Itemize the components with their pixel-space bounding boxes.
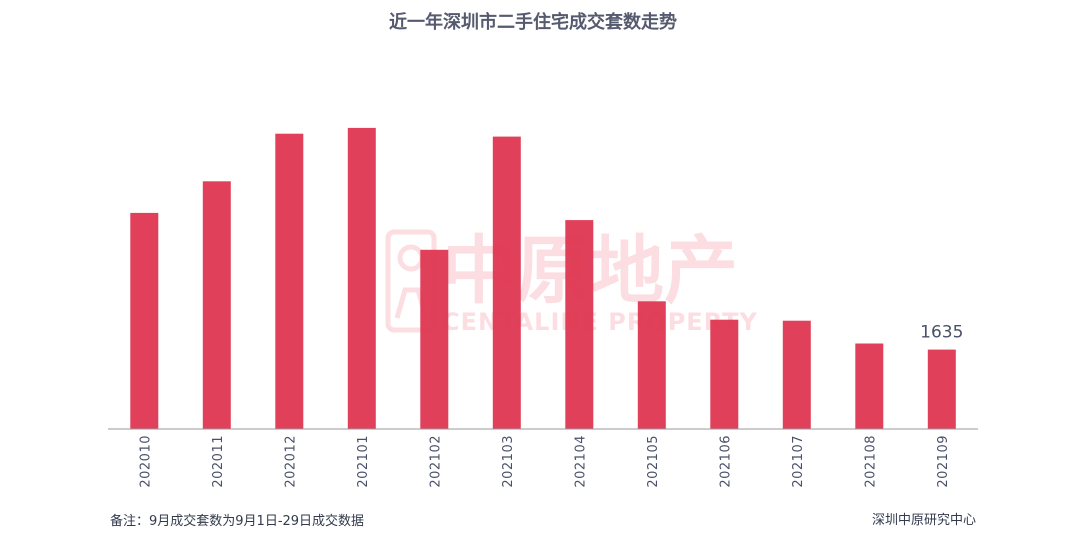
x-tick-label-202010: 202010 <box>138 435 153 488</box>
x-tick-label-202012: 202012 <box>283 435 298 488</box>
data-label-202109: 1635 <box>920 323 963 343</box>
bar-202105 <box>637 301 666 429</box>
bars-group <box>130 127 956 430</box>
footnote: 备注：9月成交套数为9月1日-29日成交数据 <box>110 513 364 529</box>
watermark-chinese: 中原地产 <box>442 228 738 314</box>
x-tick-label-202011: 202011 <box>211 435 226 488</box>
chart-title: 近一年深圳市二手住宅成交套数走势 <box>389 11 677 33</box>
x-tick-label-202107: 202107 <box>791 435 806 488</box>
x-tick-label-202101: 202101 <box>356 435 371 488</box>
data-labels: 1635 <box>920 323 963 343</box>
x-tick-label-202105: 202105 <box>646 435 661 488</box>
source-label: 深圳中原研究中心 <box>872 513 976 528</box>
centaline-logo-icon <box>385 229 437 333</box>
bar-202011 <box>202 181 231 429</box>
x-tick-label-202102: 202102 <box>428 435 443 488</box>
watermark: 中原地产 CENTALINE PROPERTY <box>385 228 758 336</box>
bar-202101 <box>347 127 376 430</box>
bar-202109 <box>927 349 956 429</box>
bar-202102 <box>420 249 449 429</box>
bar-202012 <box>275 133 304 429</box>
bar-202106 <box>710 319 739 429</box>
bar-202103 <box>492 136 521 429</box>
x-tick-label-202103: 202103 <box>501 435 516 488</box>
bar-202104 <box>565 220 594 429</box>
bar-202107 <box>782 320 811 429</box>
watermark-english: CENTALINE PROPERTY <box>442 308 758 336</box>
bar-202010 <box>130 212 159 429</box>
x-tick-label-202109: 202109 <box>936 435 951 488</box>
x-tick-labels: 202010 202011 202012 202101 202102 202103 2021… <box>138 435 951 488</box>
x-tick-label-202106: 202106 <box>718 435 733 488</box>
x-tick-label-202108: 202108 <box>863 435 878 488</box>
x-tick-label-202104: 202104 <box>573 435 588 488</box>
bar-202108 <box>855 343 884 429</box>
